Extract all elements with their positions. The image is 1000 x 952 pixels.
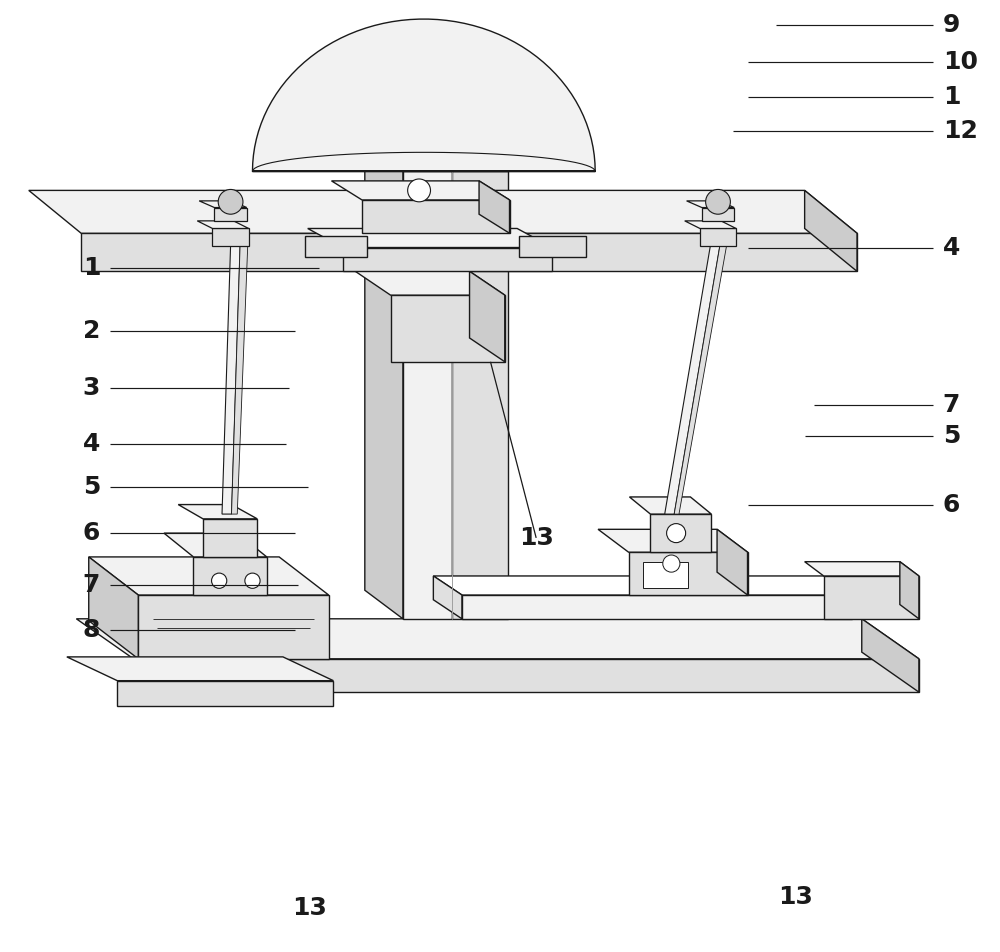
Polygon shape bbox=[67, 657, 333, 681]
Polygon shape bbox=[197, 221, 249, 228]
Polygon shape bbox=[470, 271, 505, 362]
Polygon shape bbox=[433, 576, 852, 595]
Polygon shape bbox=[462, 595, 852, 619]
Polygon shape bbox=[479, 181, 510, 233]
Circle shape bbox=[667, 524, 686, 543]
Polygon shape bbox=[199, 201, 247, 208]
Polygon shape bbox=[203, 519, 257, 557]
Polygon shape bbox=[403, 171, 452, 619]
Circle shape bbox=[212, 573, 227, 588]
Polygon shape bbox=[362, 200, 510, 233]
Text: 1: 1 bbox=[943, 85, 960, 109]
Polygon shape bbox=[365, 143, 508, 171]
Polygon shape bbox=[598, 529, 748, 552]
Polygon shape bbox=[700, 228, 736, 246]
Polygon shape bbox=[365, 143, 403, 619]
Polygon shape bbox=[665, 246, 720, 514]
Text: 4: 4 bbox=[943, 235, 960, 260]
Text: 13: 13 bbox=[778, 884, 813, 909]
Polygon shape bbox=[674, 246, 727, 514]
Polygon shape bbox=[212, 228, 249, 246]
Polygon shape bbox=[138, 595, 329, 659]
Polygon shape bbox=[343, 248, 552, 271]
Bar bbox=[643, 562, 688, 588]
Polygon shape bbox=[717, 529, 748, 595]
Polygon shape bbox=[252, 19, 595, 171]
Polygon shape bbox=[308, 228, 552, 248]
Text: 10: 10 bbox=[943, 50, 978, 74]
Polygon shape bbox=[629, 497, 711, 514]
Circle shape bbox=[408, 179, 431, 202]
Polygon shape bbox=[305, 236, 367, 257]
Polygon shape bbox=[355, 271, 505, 295]
Polygon shape bbox=[29, 190, 857, 233]
Polygon shape bbox=[193, 557, 267, 595]
Polygon shape bbox=[164, 533, 267, 557]
Polygon shape bbox=[76, 619, 919, 659]
Circle shape bbox=[245, 573, 260, 588]
Text: 6: 6 bbox=[943, 492, 960, 517]
Polygon shape bbox=[433, 576, 462, 619]
Polygon shape bbox=[824, 576, 919, 619]
Polygon shape bbox=[702, 208, 734, 221]
Text: 7: 7 bbox=[83, 572, 100, 597]
Polygon shape bbox=[89, 557, 138, 659]
Polygon shape bbox=[222, 246, 240, 514]
Polygon shape bbox=[900, 562, 919, 619]
Circle shape bbox=[706, 189, 730, 214]
Polygon shape bbox=[117, 681, 333, 706]
Text: 7: 7 bbox=[943, 392, 960, 417]
Polygon shape bbox=[391, 295, 505, 362]
Polygon shape bbox=[331, 181, 510, 200]
Text: 13: 13 bbox=[519, 526, 554, 550]
Polygon shape bbox=[687, 201, 734, 208]
Polygon shape bbox=[650, 514, 711, 552]
Text: 5: 5 bbox=[943, 424, 960, 448]
Text: 5: 5 bbox=[83, 475, 100, 500]
Polygon shape bbox=[629, 552, 748, 595]
Text: 3: 3 bbox=[83, 376, 100, 401]
Text: 13: 13 bbox=[292, 896, 327, 921]
Text: 8: 8 bbox=[83, 618, 100, 643]
Polygon shape bbox=[685, 221, 736, 228]
Circle shape bbox=[663, 555, 680, 572]
Text: 12: 12 bbox=[943, 119, 978, 144]
Polygon shape bbox=[133, 659, 919, 692]
Polygon shape bbox=[81, 233, 857, 271]
Polygon shape bbox=[862, 619, 919, 692]
Circle shape bbox=[218, 189, 243, 214]
Polygon shape bbox=[214, 208, 247, 221]
Text: 1: 1 bbox=[83, 256, 100, 281]
Polygon shape bbox=[805, 190, 857, 271]
Polygon shape bbox=[89, 557, 329, 595]
Text: 4: 4 bbox=[83, 431, 100, 456]
Polygon shape bbox=[232, 246, 248, 514]
Text: 9: 9 bbox=[943, 12, 960, 37]
Text: 2: 2 bbox=[83, 319, 100, 344]
Text: 6: 6 bbox=[83, 521, 100, 545]
Polygon shape bbox=[519, 236, 586, 257]
Polygon shape bbox=[178, 505, 257, 519]
Polygon shape bbox=[452, 171, 508, 619]
Polygon shape bbox=[805, 562, 919, 576]
